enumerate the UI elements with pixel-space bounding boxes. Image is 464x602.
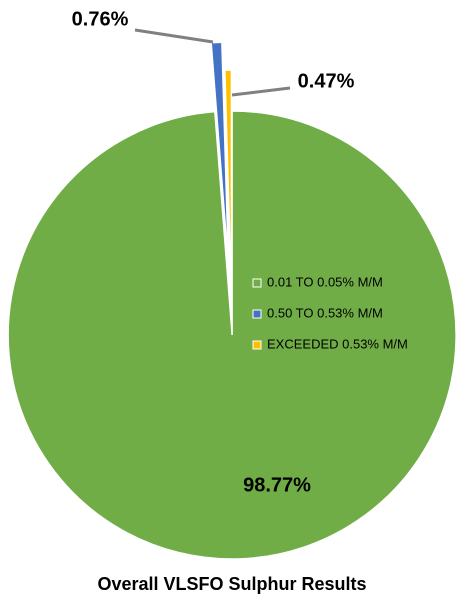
pie-slice — [224, 69, 233, 295]
legend-label: 0.50 TO 0.53% M/M — [267, 305, 383, 320]
legend-label: 0.01 TO 0.05% M/M — [267, 274, 383, 289]
legend-swatch — [252, 309, 262, 319]
leader-line — [134, 28, 214, 44]
value-label: 0.47% — [298, 70, 355, 92]
chart-title: Overall VLSFO Sulphur Results — [97, 574, 366, 594]
legend-label: EXCEEDED 0.53% M/M — [267, 336, 408, 351]
value-label: 0.76% — [72, 8, 129, 30]
legend-swatch — [252, 278, 262, 288]
value-label: 98.77% — [243, 474, 311, 496]
legend-swatch — [252, 340, 262, 350]
pie-slice — [7, 110, 457, 560]
leader-line — [231, 86, 291, 97]
